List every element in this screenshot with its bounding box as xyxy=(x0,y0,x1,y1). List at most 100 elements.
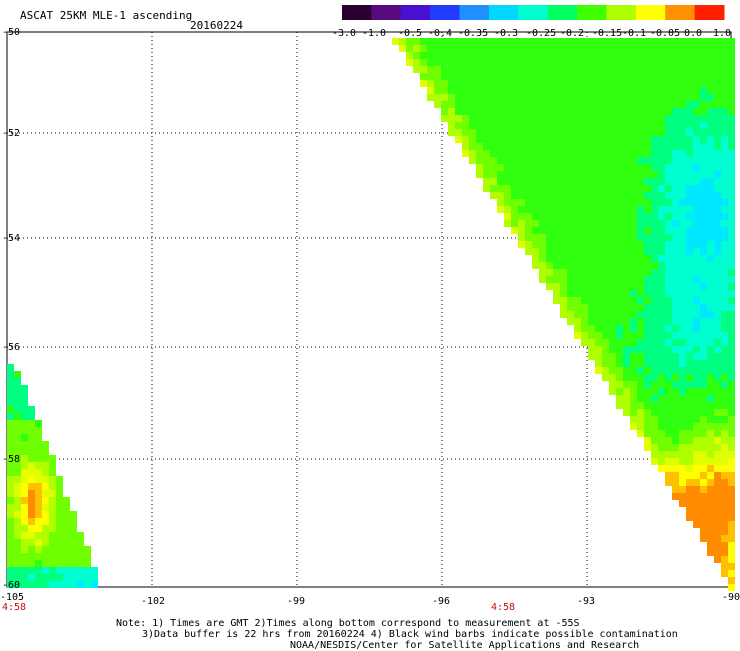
data-cell xyxy=(602,283,609,290)
data-cell xyxy=(686,374,693,381)
data-cell xyxy=(707,129,714,136)
data-cell xyxy=(518,59,525,66)
data-cell xyxy=(602,38,609,45)
data-cell xyxy=(581,66,588,73)
data-cell xyxy=(518,220,525,227)
data-cell xyxy=(42,574,49,581)
data-cell xyxy=(532,80,539,87)
data-cell xyxy=(504,206,511,213)
data-cell xyxy=(700,185,707,192)
data-cell xyxy=(511,171,518,178)
data-cell xyxy=(700,227,707,234)
data-cell xyxy=(707,248,714,255)
data-cell xyxy=(679,388,686,395)
data-cell xyxy=(483,38,490,45)
data-cell xyxy=(35,560,42,567)
data-cell xyxy=(693,472,700,479)
data-cell xyxy=(469,101,476,108)
data-cell xyxy=(700,430,707,437)
data-cell xyxy=(546,171,553,178)
data-cell xyxy=(574,276,581,283)
data-cell xyxy=(84,567,91,574)
data-cell xyxy=(644,129,651,136)
data-cell xyxy=(714,241,721,248)
data-cell xyxy=(21,441,28,448)
data-cell xyxy=(588,45,595,52)
data-cell xyxy=(609,311,616,318)
data-cell xyxy=(84,553,91,560)
data-cell xyxy=(728,297,735,304)
data-cell xyxy=(630,374,637,381)
data-cell xyxy=(693,157,700,164)
data-cell xyxy=(707,108,714,115)
data-cell xyxy=(728,542,735,549)
data-cell xyxy=(623,192,630,199)
data-cell xyxy=(448,66,455,73)
data-cell xyxy=(714,304,721,311)
data-cell xyxy=(693,199,700,206)
note-line-2: 3)Data buffer is 22 hrs from 20160224 4)… xyxy=(142,629,678,640)
data-cell xyxy=(35,567,42,574)
data-cell xyxy=(14,385,21,392)
data-cell xyxy=(84,560,91,567)
data-cell xyxy=(693,38,700,45)
data-cell xyxy=(700,528,707,535)
data-cell xyxy=(721,423,728,430)
data-cell xyxy=(693,332,700,339)
data-cell xyxy=(630,87,637,94)
data-cell xyxy=(658,423,665,430)
data-cell xyxy=(700,101,707,108)
data-cell xyxy=(658,108,665,115)
data-cell xyxy=(420,59,427,66)
data-cell xyxy=(476,38,483,45)
data-cell xyxy=(658,73,665,80)
data-cell xyxy=(693,192,700,199)
lat-label: -56 xyxy=(2,342,21,353)
data-cell xyxy=(623,178,630,185)
data-cell xyxy=(679,94,686,101)
data-cell xyxy=(28,476,35,483)
data-cell xyxy=(490,171,497,178)
data-cell xyxy=(490,73,497,80)
data-cell xyxy=(427,45,434,52)
data-cell xyxy=(651,283,658,290)
data-cell xyxy=(637,157,644,164)
data-cell xyxy=(665,213,672,220)
data-cell xyxy=(497,122,504,129)
data-cell xyxy=(21,490,28,497)
data-cell xyxy=(623,171,630,178)
data-cell xyxy=(56,539,63,546)
data-cell xyxy=(651,304,658,311)
data-cell xyxy=(476,108,483,115)
data-cell xyxy=(567,94,574,101)
data-cell xyxy=(707,500,714,507)
data-cell xyxy=(665,108,672,115)
data-cell xyxy=(497,136,504,143)
data-cell xyxy=(630,178,637,185)
data-cell xyxy=(532,73,539,80)
data-cell xyxy=(728,584,735,591)
data-cell xyxy=(700,108,707,115)
data-cell xyxy=(623,199,630,206)
data-cell xyxy=(616,367,623,374)
data-cell xyxy=(728,430,735,437)
data-cell xyxy=(63,539,70,546)
data-cell xyxy=(602,171,609,178)
data-cell xyxy=(728,101,735,108)
data-cell xyxy=(707,549,714,556)
data-cell xyxy=(672,178,679,185)
data-cell xyxy=(721,255,728,262)
data-cell xyxy=(490,164,497,171)
data-cell xyxy=(658,409,665,416)
data-cell xyxy=(728,360,735,367)
data-cell xyxy=(588,122,595,129)
data-cell xyxy=(70,553,77,560)
data-cell xyxy=(560,80,567,87)
data-cell xyxy=(560,227,567,234)
data-cell xyxy=(581,178,588,185)
data-cell xyxy=(553,108,560,115)
data-cell xyxy=(672,234,679,241)
data-cell xyxy=(413,45,420,52)
data-cell xyxy=(651,402,658,409)
data-cell xyxy=(686,507,693,514)
